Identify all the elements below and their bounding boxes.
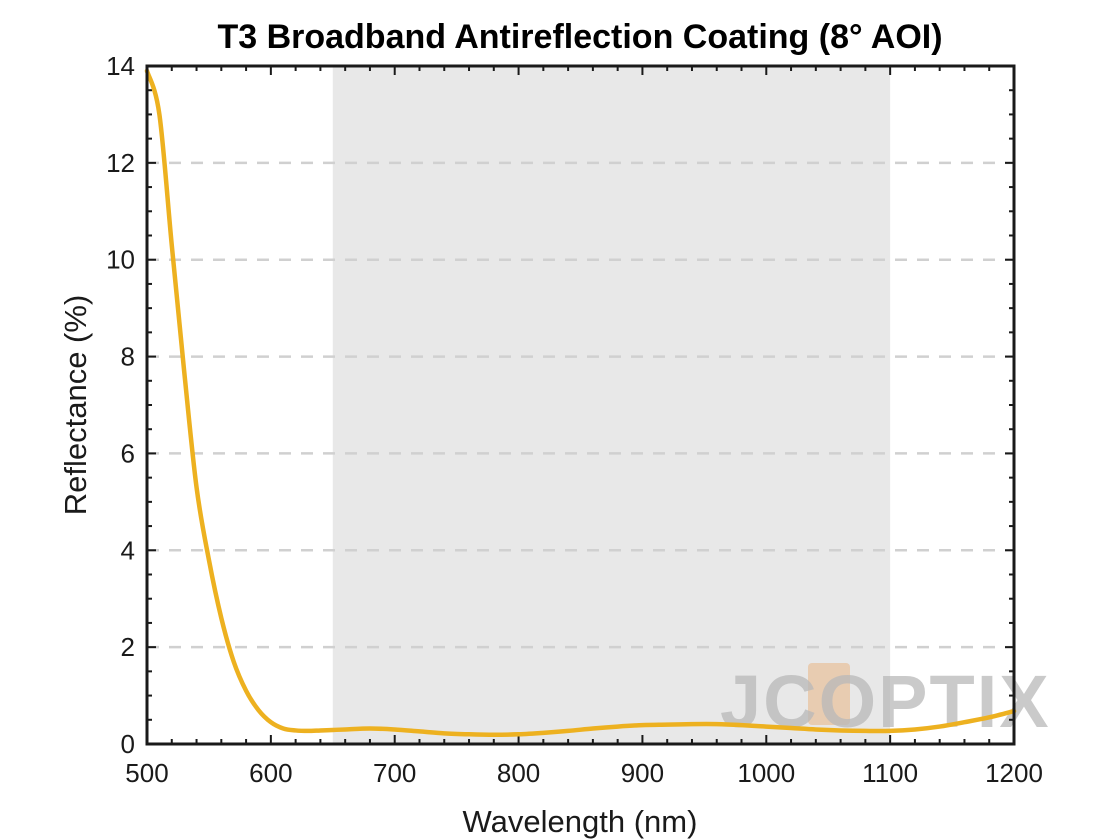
y-tick-label: 0: [121, 729, 135, 759]
y-tick-label: 14: [106, 51, 135, 81]
chart-title: T3 Broadband Antireflection Coating (8° …: [217, 18, 942, 56]
x-tick-label: 800: [497, 758, 540, 788]
y-tick-labels: 0 2 4 6 8 10 12 14: [106, 51, 135, 759]
x-tick-label: 1000: [737, 758, 795, 788]
y-tick-label: 10: [106, 245, 135, 275]
y-tick-label: 2: [121, 632, 135, 662]
x-tick-label: 600: [249, 758, 292, 788]
x-tick-label: 1100: [862, 758, 918, 788]
y-tick-label: 6: [121, 438, 135, 468]
x-tick-label: 500: [125, 758, 168, 788]
x-tick-label: 700: [373, 758, 416, 788]
x-axis-label: Wavelength (nm): [463, 804, 698, 839]
y-tick-label: 12: [106, 148, 135, 178]
y-tick-label: 4: [121, 535, 135, 565]
plot-frame: [145, 64, 1016, 746]
x-tick-labels: 500 600 700 800 900 1000 1100 1200: [125, 758, 1043, 788]
watermark-accent: [808, 663, 850, 725]
y-tick-label: 8: [121, 342, 135, 372]
x-tick-label: 1200: [985, 758, 1043, 788]
y-axis-label: Reflectance (%): [58, 295, 93, 516]
x-tick-label: 900: [621, 758, 664, 788]
highlight-band: [332, 66, 891, 744]
reflectance-curve: [144, 68, 1017, 738]
